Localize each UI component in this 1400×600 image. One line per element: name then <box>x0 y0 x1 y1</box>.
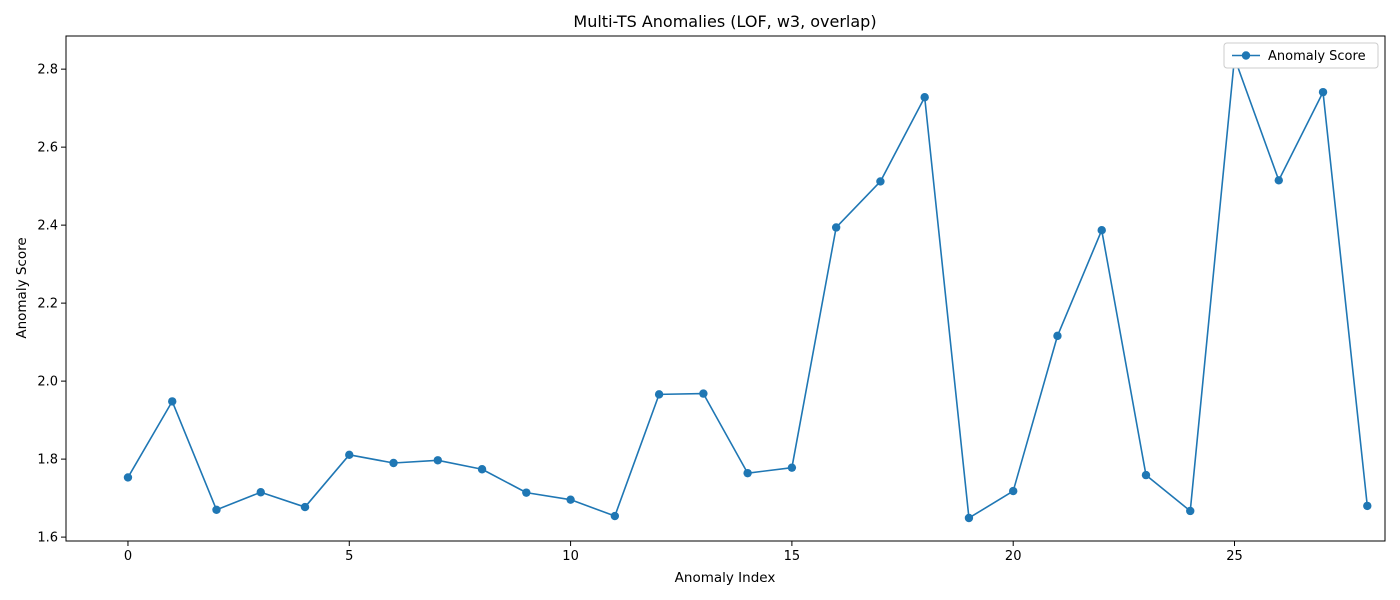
x-tick-label: 20 <box>1005 549 1022 564</box>
legend-box <box>1223 42 1379 69</box>
legend-label: Anomaly Score <box>1268 49 1366 64</box>
data-point <box>300 502 310 512</box>
y-tick-label: 2.0 <box>37 375 58 390</box>
data-point <box>256 488 265 497</box>
data-point <box>433 456 442 465</box>
legend-marker <box>1241 51 1251 60</box>
axis-ticks: 0 5 10 15 20 25 1.6 1.8 2.0 2.2 2.4 2.6 2.8 <box>37 63 1242 564</box>
data-point <box>1274 176 1283 185</box>
data-point <box>831 223 841 232</box>
legend: Anomaly Score <box>1223 42 1379 69</box>
x-tick-label: 25 <box>1226 549 1243 564</box>
y-tick-label: 2.8 <box>37 63 58 78</box>
x-tick-label: 15 <box>784 549 801 564</box>
data-point <box>920 93 929 102</box>
data-point <box>743 468 752 478</box>
data-point <box>1141 470 1151 480</box>
data-point <box>1186 506 1195 516</box>
data-point <box>1363 501 1372 511</box>
plot-frame <box>65 35 1386 542</box>
data-point <box>566 495 575 504</box>
data-point <box>212 505 221 515</box>
data-point <box>610 511 620 521</box>
x-tick-label: 5 <box>345 549 353 564</box>
data-point <box>1053 331 1062 341</box>
data-point <box>522 488 531 497</box>
series-layer <box>123 53 1372 523</box>
data-point <box>787 463 797 472</box>
data-point <box>477 465 487 474</box>
data-point <box>654 390 664 399</box>
series-line <box>127 57 1369 519</box>
data-point <box>1318 87 1328 97</box>
y-tick-label: 2.4 <box>37 219 58 234</box>
x-tick-label: 0 <box>124 549 132 564</box>
data-point <box>389 458 398 468</box>
y-tick-label: 2.2 <box>37 297 58 312</box>
data-point <box>345 450 354 460</box>
data-point <box>1009 486 1018 496</box>
y-tick-label: 2.6 <box>37 141 58 156</box>
data-point <box>1097 226 1106 235</box>
chart-title: Multi-TS Anomalies (LOF, w3, overlap) <box>573 12 876 31</box>
x-axis-title: Anomaly Index <box>675 570 776 586</box>
y-tick-label: 1.8 <box>37 453 58 468</box>
data-point <box>699 389 708 398</box>
data-point <box>123 473 133 482</box>
y-tick-label: 1.6 <box>37 531 58 546</box>
y-axis-title: Anomaly Score <box>14 237 30 338</box>
data-point <box>876 177 885 186</box>
x-tick-label: 10 <box>562 549 579 564</box>
data-point <box>964 513 974 523</box>
data-point <box>168 397 177 406</box>
